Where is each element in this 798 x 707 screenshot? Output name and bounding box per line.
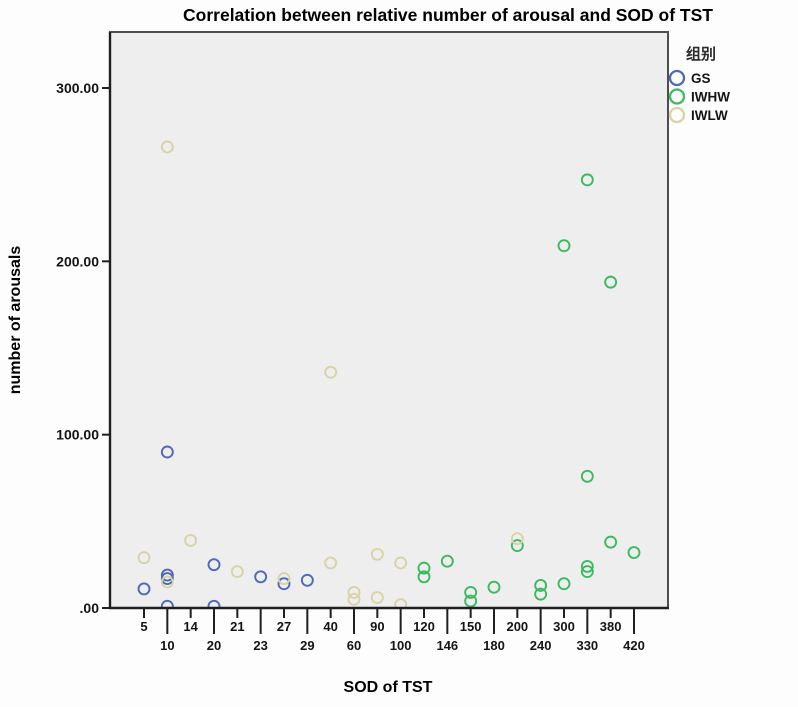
x-tick-label: 21 — [230, 619, 244, 634]
data-point-GS — [160, 572, 174, 585]
data-point-IWHW — [487, 580, 501, 594]
x-tick-label: 420 — [623, 638, 645, 653]
legend-marker-IWHW — [668, 88, 686, 105]
legend-label-IWHW: IWHW — [691, 90, 730, 105]
data-point-IWHW — [510, 539, 524, 553]
data-point-IWLW — [394, 598, 408, 609]
data-point-GS — [160, 445, 174, 459]
x-tick-label: 300 — [553, 619, 575, 634]
y-axis-ticks: .00 100.00 200.00 300.00 — [56, 80, 110, 616]
data-point-IWLW — [230, 565, 244, 579]
data-point-IWHW — [580, 173, 594, 187]
data-point-IWLW — [277, 572, 291, 585]
y-tick-label: 200.00 — [56, 253, 99, 269]
data-point-IWLW — [347, 592, 361, 606]
data-point-IWHW — [417, 570, 431, 584]
x-tick-label: 240 — [530, 638, 552, 653]
data-point-IWLW — [324, 556, 338, 570]
legend-marker-IWLW — [668, 106, 686, 124]
legend: 组别 GS IWHW IWLW — [668, 45, 730, 124]
x-tick-label: 200 — [506, 619, 528, 634]
data-point-IWLW — [347, 585, 361, 599]
data-point-IWLW — [160, 140, 174, 154]
data-point-IWLW — [394, 556, 408, 570]
data-point-IWHW — [464, 585, 478, 599]
x-tick-label: 120 — [413, 619, 435, 634]
data-point-GS — [207, 599, 221, 609]
data-point-IWHW — [580, 469, 594, 483]
data-point-IWLW — [370, 591, 384, 605]
y-tick-label: 100.00 — [56, 427, 99, 443]
data-point-IWHW — [534, 579, 548, 592]
data-point-GS — [254, 570, 268, 584]
x-tick-label: 29 — [300, 638, 314, 653]
legend-label-GS: GS — [691, 71, 711, 86]
data-point-IWHW — [604, 275, 618, 289]
x-tick-label: 60 — [347, 638, 361, 653]
data-point-GS — [300, 573, 314, 587]
x-axis-ticks: 5 10 14 20 21 23 27 29 40 60 90 1001201461501802002… — [140, 608, 645, 653]
legend-marker-GS — [668, 69, 686, 87]
x-tick-label: 20 — [207, 638, 221, 653]
x-tick-label: 180 — [483, 638, 505, 653]
chart-title: Correlation between relative number of a… — [183, 5, 713, 25]
data-point-GS — [137, 582, 151, 596]
data-points — [137, 140, 641, 609]
x-tick-label: 90 — [370, 619, 384, 634]
x-axis-title: SOD of TST — [344, 679, 433, 696]
data-point-IWHW — [534, 587, 548, 601]
x-tick-label: 5 — [140, 619, 147, 634]
data-point-IWHW — [557, 577, 571, 591]
x-tick-label: 100 — [390, 638, 412, 653]
y-tick-label: 300.00 — [56, 80, 99, 96]
legend-label-IWLW: IWLW — [691, 108, 728, 123]
x-tick-label: 10 — [160, 638, 174, 653]
data-point-IWHW — [557, 239, 571, 253]
x-tick-label: 146 — [436, 638, 458, 653]
data-point-IWLW — [184, 533, 198, 547]
x-tick-label: 40 — [323, 619, 337, 634]
data-point-IWLW — [160, 575, 174, 589]
y-tick-label: .00 — [80, 600, 100, 616]
data-point-GS — [207, 558, 221, 572]
data-point-IWHW — [464, 594, 478, 608]
data-point-IWLW — [510, 532, 524, 546]
legend-entries: GS IWHW IWLW — [668, 69, 730, 124]
x-tick-label: 330 — [576, 638, 598, 653]
data-point-IWHW — [604, 535, 618, 549]
x-tick-label: 27 — [277, 619, 291, 634]
data-point-IWLW — [137, 551, 151, 565]
data-point-GS — [160, 568, 174, 582]
x-tick-label: 380 — [600, 619, 622, 634]
x-tick-label: 14 — [183, 619, 198, 634]
x-tick-label: 23 — [253, 638, 267, 653]
y-axis-title: number of arousals — [7, 246, 24, 395]
data-point-IWHW — [440, 554, 454, 568]
data-point-GS — [277, 577, 291, 591]
data-point-GS — [160, 599, 174, 609]
plot-area — [110, 32, 668, 608]
x-tick-label: 150 — [460, 619, 482, 634]
data-point-IWLW — [324, 365, 338, 379]
data-point-IWHW — [417, 561, 431, 575]
data-point-IWLW — [370, 547, 384, 561]
data-point-IWHW — [580, 559, 594, 573]
data-point-IWHW — [580, 565, 594, 579]
legend-title: 组别 — [686, 45, 716, 63]
data-point-IWHW — [627, 546, 641, 559]
